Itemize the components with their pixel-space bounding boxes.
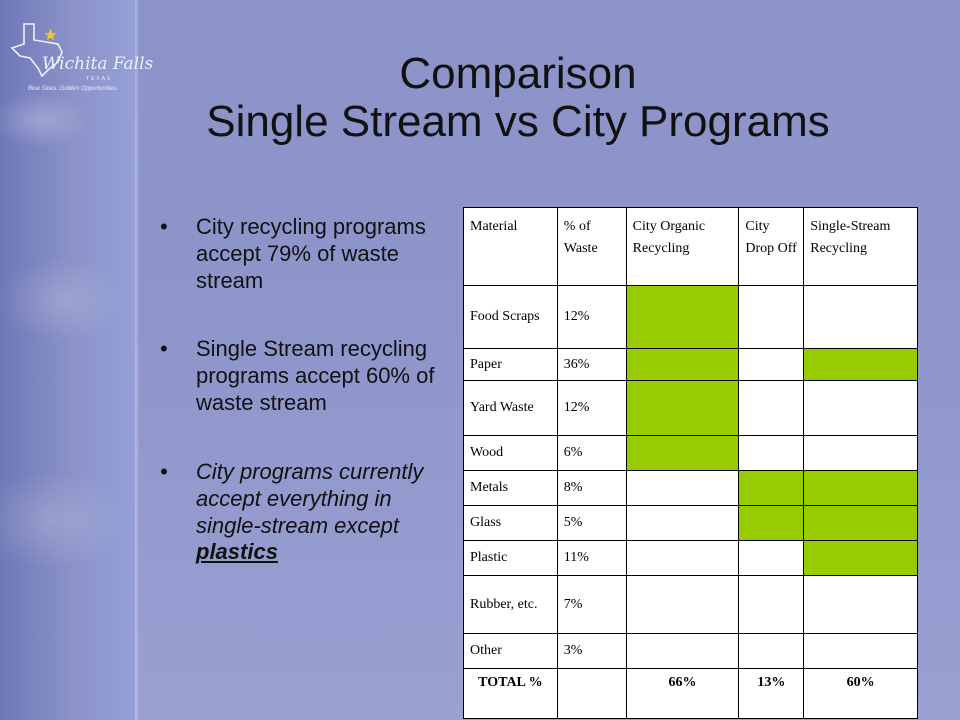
status-cell [625, 285, 740, 349]
status-cell [803, 285, 918, 349]
status-cell [625, 380, 740, 436]
total-cell: 66% [625, 668, 740, 719]
status-cell [803, 348, 918, 381]
comparison-table: Material % of Waste City Organic Recycli… [463, 207, 918, 719]
table-row: Yard Waste 12% [463, 380, 918, 436]
header-cell: Material [463, 207, 558, 286]
title-line-1: Comparison [399, 49, 637, 98]
table-cell: 36% [556, 348, 627, 381]
status-cell [803, 435, 918, 471]
header-cell: % of Waste [556, 207, 627, 286]
status-cell [803, 505, 918, 541]
total-cell [556, 668, 627, 719]
status-cell [625, 540, 740, 576]
table-cell: Paper [463, 348, 558, 381]
logo-name: Wichita Falls [42, 54, 154, 74]
table-cell: 7% [556, 575, 627, 634]
table-row: Paper 36% [463, 348, 918, 381]
status-cell [625, 435, 740, 471]
table-cell: Wood [463, 435, 558, 471]
table-cell: 5% [556, 505, 627, 541]
table-cell: Yard Waste [463, 380, 558, 436]
status-cell [625, 505, 740, 541]
table-row: Other 3% [463, 633, 918, 669]
bullet-text: City programs currently accept everythin… [196, 458, 424, 538]
bullet-dot-icon: • [160, 214, 168, 239]
status-cell [738, 505, 805, 541]
city-logo: Wichita Falls TEXAS Blue Skies. Golden O… [8, 18, 153, 100]
band-separator [135, 0, 139, 720]
status-cell [803, 575, 918, 634]
bullet-dot-icon: • [160, 458, 168, 484]
bullet-item: • City recycling programs accept 79% of … [158, 214, 458, 294]
texas-outline-icon [10, 23, 63, 78]
header-cell: Single-Stream Recycling [803, 207, 918, 286]
header-cell: City Organic Recycling [625, 207, 740, 286]
bullet-dot-icon: • [160, 336, 168, 362]
table-total-row: TOTAL % 66% 13% 60% [463, 668, 918, 719]
table-cell: 3% [556, 633, 627, 669]
table-cell: Other [463, 633, 558, 669]
table-cell: Metals [463, 470, 558, 506]
logo-state: TEXAS [86, 76, 113, 82]
title-line-2: Single Stream vs City Programs [206, 97, 830, 147]
status-cell [803, 540, 918, 576]
bullet-item: • Single Stream recycling programs accep… [158, 336, 458, 416]
status-cell [803, 633, 918, 669]
bullet-text: City recycling programs accept 79% of wa… [196, 214, 426, 293]
table-cell: Food Scraps [463, 285, 558, 349]
table-cell: 6% [556, 435, 627, 471]
table-row: Glass 5% [463, 505, 918, 541]
bullet-text: Single Stream recycling programs accept … [196, 336, 435, 416]
status-cell [803, 470, 918, 506]
table-cell: Rubber, etc. [463, 575, 558, 634]
bullet-emphasis: plastics [196, 539, 278, 565]
table-row: Metals 8% [463, 470, 918, 506]
slide-title: Comparison Single Stream vs City Program… [138, 49, 898, 147]
table-cell: 8% [556, 470, 627, 506]
left-sky-band [0, 0, 135, 720]
table-header-row: Material % of Waste City Organic Recycli… [463, 207, 918, 286]
header-cell: City Drop Off [738, 207, 805, 286]
logo-tagline: Blue Skies. Golden Opportunities. [28, 86, 119, 92]
status-cell [738, 575, 805, 634]
bullet-item: • City programs currently accept everyth… [158, 459, 458, 566]
bullet-list: • City recycling programs accept 79% of … [158, 214, 458, 608]
status-cell [738, 435, 805, 471]
total-cell: 60% [803, 668, 918, 719]
status-cell [625, 575, 740, 634]
total-cell: 13% [738, 668, 805, 719]
status-cell [738, 348, 805, 381]
status-cell [625, 470, 740, 506]
table-cell: Plastic [463, 540, 558, 576]
status-cell [803, 380, 918, 436]
table-cell: 12% [556, 380, 627, 436]
total-cell: TOTAL % [463, 668, 558, 719]
table-row: Plastic 11% [463, 540, 918, 576]
table-cell: Glass [463, 505, 558, 541]
table-cell: 12% [556, 285, 627, 349]
table-row: Wood 6% [463, 435, 918, 471]
status-cell [738, 540, 805, 576]
table-row: Rubber, etc. 7% [463, 575, 918, 634]
status-cell [625, 633, 740, 669]
table-row: Food Scraps 12% [463, 285, 918, 349]
status-cell [738, 470, 805, 506]
status-cell [738, 633, 805, 669]
status-cell [738, 285, 805, 349]
status-cell [738, 380, 805, 436]
table-cell: 11% [556, 540, 627, 576]
status-cell [625, 348, 740, 381]
